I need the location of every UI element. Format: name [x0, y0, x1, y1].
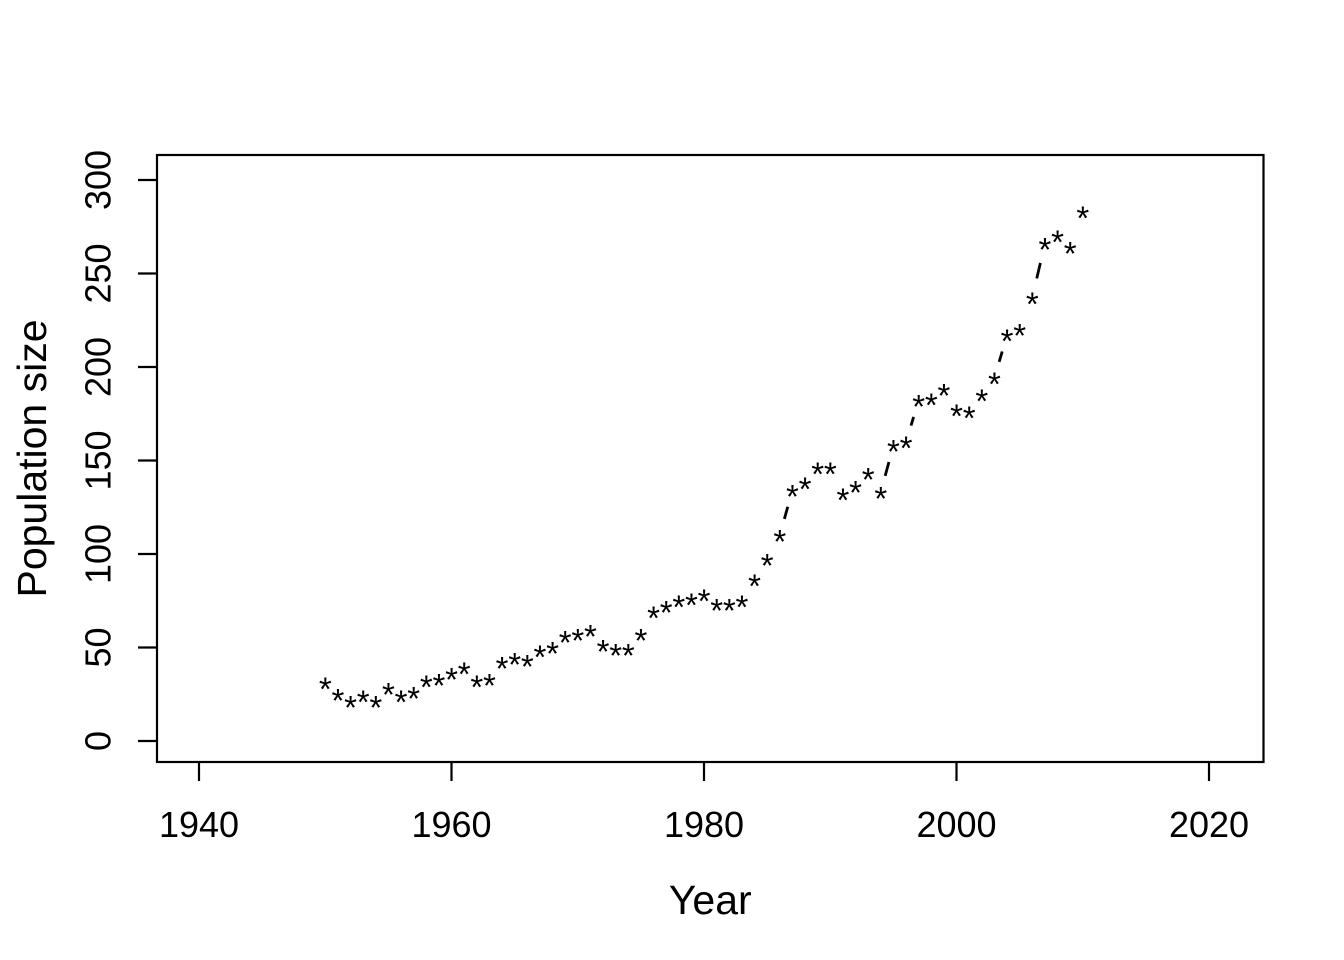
data-point-asterisk: *	[521, 648, 534, 685]
data-point-asterisk: *	[470, 669, 483, 706]
x-tick-label: 1980	[664, 804, 744, 845]
data-point-asterisk: *	[1076, 199, 1089, 236]
data-point-asterisk: *	[584, 618, 597, 655]
data-point-asterisk: *	[849, 474, 862, 511]
dashed-connector-segment	[997, 351, 1004, 363]
data-point-asterisk: *	[508, 646, 521, 683]
y-tick-label: 200	[78, 337, 119, 397]
data-point-asterisk: *	[319, 671, 332, 708]
data-point-asterisk: *	[698, 583, 711, 620]
data-point-asterisk: *	[887, 433, 900, 470]
x-tick-label: 2000	[916, 804, 996, 845]
data-point-asterisk: *	[344, 689, 357, 726]
data-point-asterisk: *	[1051, 224, 1064, 261]
data-point-asterisk: *	[761, 547, 774, 584]
data-point-asterisk: *	[735, 588, 748, 625]
data-point-asterisk: *	[407, 680, 420, 717]
data-point-asterisk: *	[799, 470, 812, 507]
y-tick-label: 300	[78, 150, 119, 210]
data-point-asterisk: *	[824, 455, 837, 492]
data-point-asterisk: *	[950, 398, 963, 435]
data-point-asterisk: *	[609, 637, 622, 674]
data-point-asterisk: *	[937, 377, 950, 414]
data-point-asterisk: *	[925, 386, 938, 423]
data-point-asterisk: *	[1026, 285, 1039, 322]
data-point-asterisk: *	[1013, 317, 1026, 354]
data-point-asterisk: *	[432, 667, 445, 704]
data-point-asterisk: *	[786, 478, 799, 515]
data-point-asterisk: *	[483, 667, 496, 704]
data-point-asterisk: *	[369, 689, 382, 726]
data-point-asterisk: *	[710, 592, 723, 629]
x-tick-label: 2020	[1169, 804, 1249, 845]
data-point-asterisk: *	[685, 586, 698, 623]
y-axis-title: Population size	[9, 319, 55, 597]
y-tick-label: 100	[78, 524, 119, 584]
data-point-asterisk: *	[546, 635, 559, 672]
x-tick-label: 1960	[411, 804, 491, 845]
data-point-asterisk: *	[647, 599, 660, 636]
data-point-asterisk: *	[963, 399, 976, 436]
data-point-asterisk: *	[533, 639, 546, 676]
data-point-asterisk: *	[634, 622, 647, 659]
plot-box	[155, 153, 1265, 764]
data-point-asterisk: *	[723, 592, 736, 629]
data-point-asterisk: *	[559, 624, 572, 661]
dashed-connector-segment	[883, 461, 891, 477]
y-tick-label: 150	[78, 430, 119, 490]
data-point-asterisk: *	[773, 523, 786, 560]
data-point-asterisk: *	[900, 429, 913, 466]
data-point-asterisk: *	[988, 366, 1001, 403]
data-point-asterisk: *	[622, 637, 635, 674]
data-point-asterisk: *	[571, 622, 584, 659]
data-point-asterisk: *	[874, 480, 887, 517]
data-point-asterisk: *	[660, 594, 673, 631]
data-point-asterisk: *	[672, 588, 685, 625]
dashed-connector-segment	[783, 506, 790, 520]
data-point-asterisk: *	[357, 684, 370, 721]
x-tick-label: 1940	[159, 804, 239, 845]
data-point-asterisk: *	[1001, 323, 1014, 360]
data-point-asterisk: *	[1064, 235, 1077, 272]
data-point-asterisk: *	[420, 669, 433, 706]
dashed-connector-segment	[909, 416, 915, 426]
data-point-asterisk: *	[1038, 231, 1051, 268]
data-point-asterisk: *	[445, 661, 458, 698]
data-point-asterisk: *	[862, 461, 875, 498]
data-point-asterisk: *	[912, 388, 925, 425]
data-point-asterisk: *	[836, 482, 849, 519]
y-tick-label: 50	[78, 627, 119, 667]
data-point-asterisk: *	[331, 682, 344, 719]
dashed-connector-segment	[1035, 262, 1042, 279]
data-point-asterisk: *	[458, 656, 471, 693]
data-point-asterisk: *	[496, 650, 509, 687]
y-tick-label: 250	[78, 243, 119, 303]
y-tick-label: 0	[78, 731, 119, 751]
data-point-asterisk: *	[597, 633, 610, 670]
data-point-asterisk: *	[395, 684, 408, 721]
data-point-asterisk: *	[975, 383, 988, 420]
data-point-asterisk: *	[382, 676, 395, 713]
data-point-asterisk: *	[811, 455, 824, 492]
data-point-asterisk: *	[748, 568, 761, 605]
x-axis-title: Year	[669, 877, 752, 923]
